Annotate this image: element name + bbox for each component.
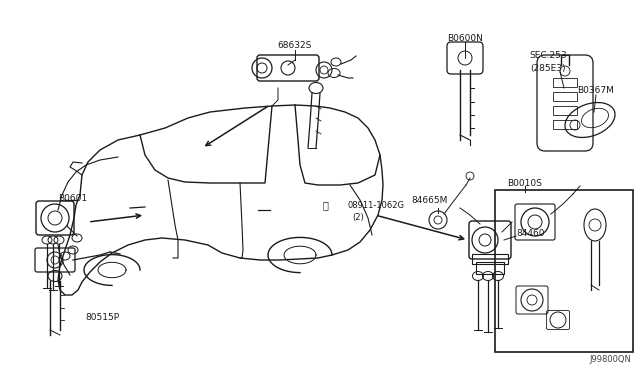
Bar <box>553 78 577 87</box>
Text: (2): (2) <box>352 212 364 221</box>
Text: B0600N: B0600N <box>447 33 483 42</box>
Text: 84460: 84460 <box>516 228 545 237</box>
Text: 80515P: 80515P <box>85 314 119 323</box>
Text: B0601: B0601 <box>58 193 87 202</box>
Text: SEC.253: SEC.253 <box>529 51 567 60</box>
Text: J99800QN: J99800QN <box>589 356 631 365</box>
Bar <box>472 254 508 264</box>
Text: B0367M: B0367M <box>577 86 614 94</box>
Text: B0010S: B0010S <box>508 179 543 187</box>
Bar <box>553 92 577 101</box>
Text: 68632S: 68632S <box>278 41 312 49</box>
Bar <box>553 120 577 129</box>
Text: 84665M: 84665M <box>412 196 448 205</box>
Bar <box>476 262 504 274</box>
Text: (285E3): (285E3) <box>531 64 566 73</box>
Bar <box>553 106 577 115</box>
Bar <box>495 190 633 352</box>
Text: 08911-1062G: 08911-1062G <box>348 201 405 209</box>
Text: Ⓑ: Ⓑ <box>322 200 328 210</box>
